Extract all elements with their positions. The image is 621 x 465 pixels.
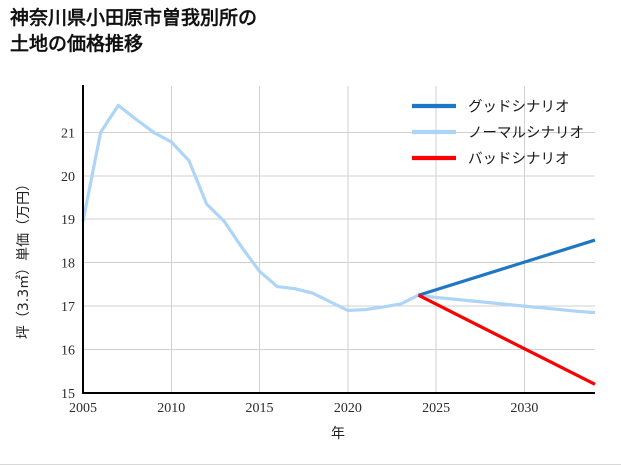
y-axis-tick-labels: 15 16 17 18 19 20 21 (61, 126, 75, 402)
x-axis-tick-labels: 2005 2010 2015 2020 2025 2030 (69, 401, 538, 416)
legend-label: グッドシナリオ (468, 99, 570, 116)
y-tick-label: 15 (61, 387, 75, 402)
y-tick-label: 16 (61, 344, 75, 359)
x-axis-title: 年 (331, 426, 345, 442)
y-tick-label: 21 (61, 126, 75, 141)
legend-label: バッドシナリオ (468, 152, 570, 168)
series-line-normal (81, 103, 596, 315)
x-tick-label: 2020 (334, 401, 362, 416)
chart-title: 神奈川県小田原市曽我別所の 土地の価格推移 (10, 8, 258, 55)
x-tick-label: 2005 (69, 401, 97, 416)
y-tick-label: 17 (61, 300, 75, 315)
x-tick-label: 2025 (422, 401, 450, 416)
legend-label: ノーマルシナリオ (468, 126, 584, 142)
series-line-bad (417, 293, 596, 386)
x-tick-label: 2015 (246, 401, 274, 416)
axis-spines-group (81, 85, 595, 395)
y-tick-label: 20 (61, 170, 75, 185)
y-axis-title: 坪（3.3㎡）単価（万円） (16, 177, 32, 339)
x-tick-label: 2010 (157, 401, 185, 416)
y-tick-label: 18 (61, 257, 75, 272)
data-series-group (81, 103, 596, 386)
x-tick-label: 2030 (510, 401, 538, 416)
series-line-good (417, 238, 596, 297)
y-tick-label: 19 (61, 213, 75, 228)
